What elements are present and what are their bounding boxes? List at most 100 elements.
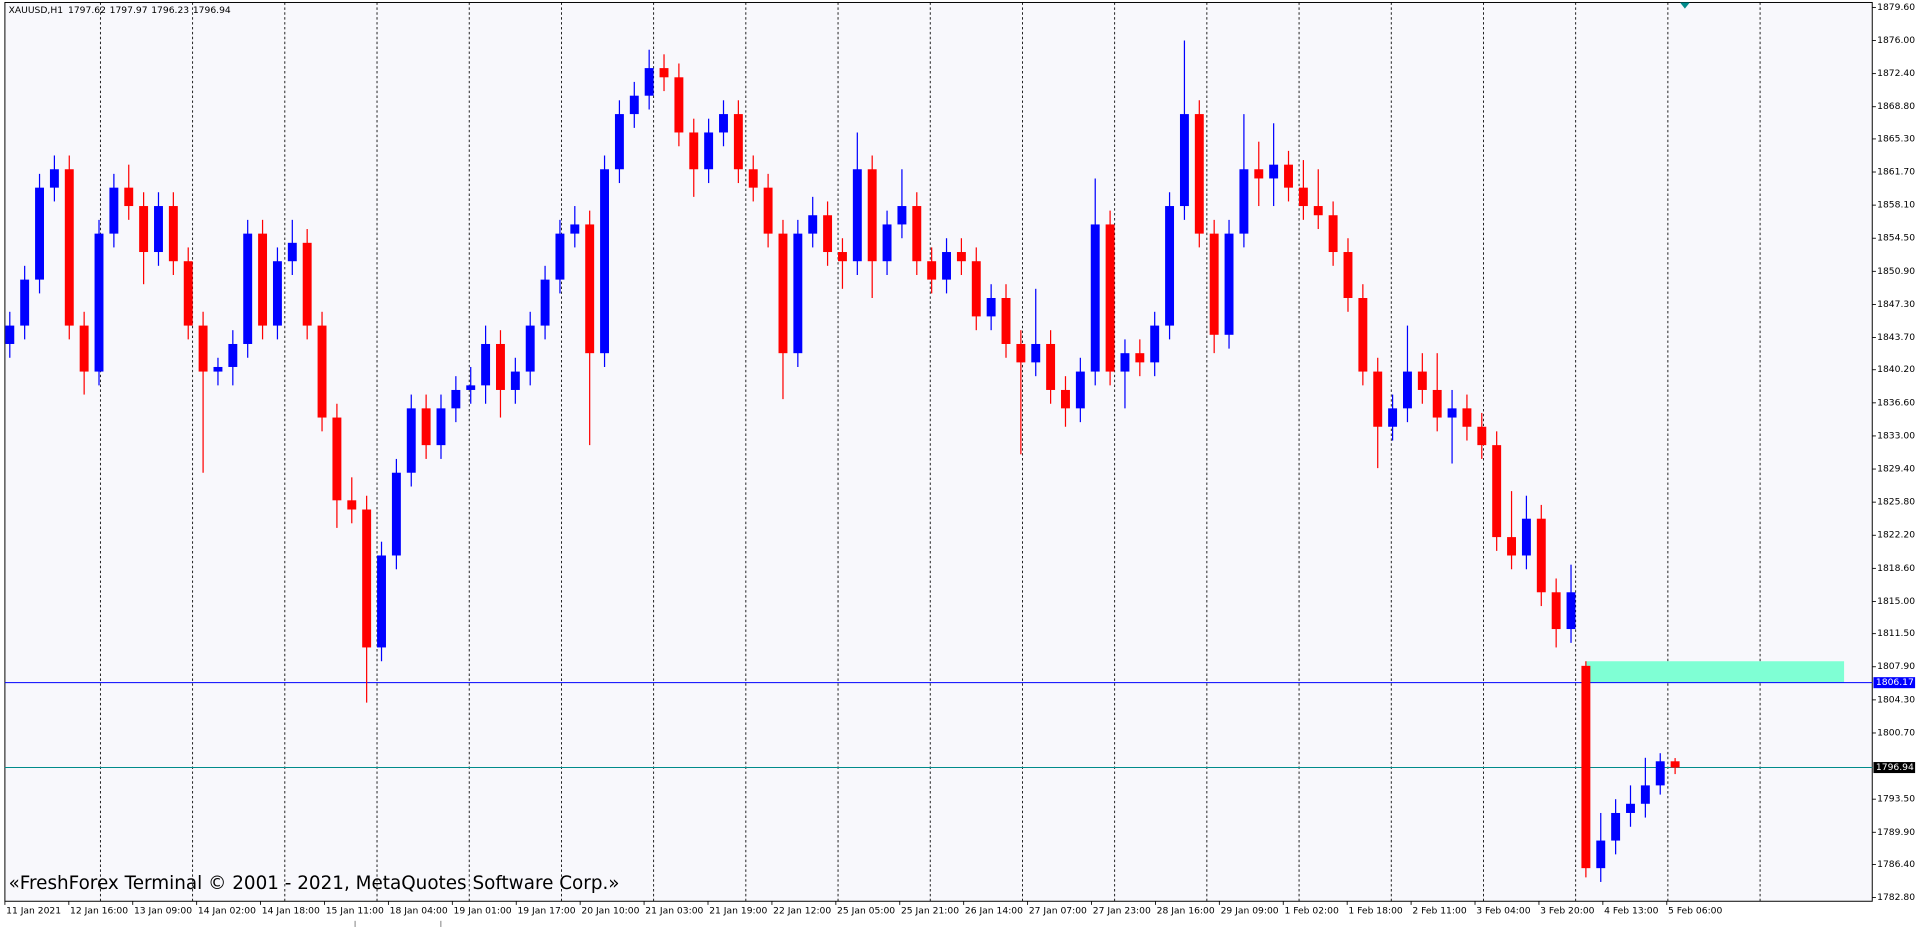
candle-body <box>1075 371 1085 409</box>
candle-body <box>124 187 134 207</box>
y-tick-label: 1786.40 <box>1877 859 1915 870</box>
candle-body <box>1447 408 1457 418</box>
y-tick-label: 1861.70 <box>1877 167 1915 178</box>
y-tick-label: 1854.50 <box>1877 233 1915 244</box>
x-tick-label: 3 Feb 04:00 <box>1476 906 1531 917</box>
header-high: 1797.97 <box>110 4 148 15</box>
candle-body <box>317 325 327 418</box>
candle-body <box>1388 408 1398 427</box>
candle-body <box>1492 445 1502 538</box>
candle-body <box>1031 343 1041 363</box>
y-tick-label: 1833.00 <box>1877 430 1915 441</box>
y-tick-label: 1804.30 <box>1877 694 1915 705</box>
y-tick-label: 1815.00 <box>1877 596 1915 607</box>
candle-body <box>614 114 624 170</box>
candle-body <box>1224 233 1234 335</box>
candle-body <box>763 187 773 234</box>
y-tick-label: 1858.10 <box>1877 200 1915 211</box>
candle-body <box>49 169 59 188</box>
candle-body <box>302 242 312 326</box>
candle-body <box>1551 592 1561 630</box>
y-tick-label: 1836.60 <box>1877 397 1915 408</box>
candle-body <box>347 500 357 510</box>
candle-body <box>1566 592 1576 630</box>
candle-body <box>406 408 416 473</box>
candle-body <box>1462 408 1472 427</box>
y-tick-label: 1876.00 <box>1877 35 1915 46</box>
candle-body <box>1239 169 1249 234</box>
current-label-bg <box>1873 762 1916 774</box>
candle-body <box>258 233 268 326</box>
candle-body <box>971 261 981 317</box>
x-tick-label: 25 Jan 21:00 <box>901 906 959 917</box>
candle-body <box>808 215 818 234</box>
candle-body <box>272 261 282 326</box>
candle-body <box>689 132 699 170</box>
x-tick-label: 13 Jan 09:00 <box>134 906 192 917</box>
y-tick-label: 1800.70 <box>1877 727 1915 738</box>
x-tick-label: 27 Jan 23:00 <box>1093 906 1151 917</box>
candle-body <box>198 325 208 372</box>
candle-body <box>823 215 833 253</box>
candle-body <box>1254 169 1264 179</box>
candle-body <box>1135 353 1145 363</box>
candle-body <box>1209 233 1219 335</box>
candle-body <box>1596 840 1606 869</box>
candle-body <box>94 233 104 372</box>
candle-body <box>451 389 461 409</box>
candle-body <box>1328 215 1338 253</box>
candle-body <box>629 95 639 115</box>
x-tick-label: 19 Jan 17:00 <box>517 906 575 917</box>
x-tick-label: 18 Jan 04:00 <box>390 906 448 917</box>
candle-body <box>585 224 595 354</box>
candle-body <box>1313 206 1323 216</box>
x-tick-label: 1 Feb 18:00 <box>1348 906 1403 917</box>
candle-body <box>600 169 610 354</box>
y-tick-label: 1879.60 <box>1877 2 1915 13</box>
plot-area <box>4 1 1873 902</box>
y-tick-label: 1793.50 <box>1877 794 1915 805</box>
candle-body <box>168 206 178 262</box>
candle-body <box>659 68 669 78</box>
candle-body <box>986 298 996 317</box>
x-tick-label: 22 Jan 12:00 <box>773 906 831 917</box>
x-tick-label: 1 Feb 02:00 <box>1284 906 1339 917</box>
candle-body <box>243 233 253 344</box>
candle-body <box>867 169 877 262</box>
candle-body <box>510 371 520 390</box>
candle-body <box>912 206 922 262</box>
candle-body <box>1626 803 1635 813</box>
candle-body <box>1105 224 1115 372</box>
candle-body <box>1179 114 1189 207</box>
current-label: 1796.94 <box>1876 762 1914 773</box>
candle-body <box>1581 665 1591 869</box>
candle-body <box>1298 187 1308 207</box>
candle-body <box>778 233 788 354</box>
candle-body <box>570 224 580 234</box>
candle-body <box>466 385 476 390</box>
candle-body <box>183 261 193 326</box>
y-tick-label: 1850.90 <box>1877 266 1915 277</box>
zone <box>1585 661 1845 683</box>
candle-body <box>20 279 30 326</box>
candle-body <box>1521 518 1531 556</box>
x-tick-label: 25 Jan 05:00 <box>837 906 895 917</box>
candle-body <box>377 555 386 648</box>
x-tick-label: 14 Jan 02:00 <box>198 906 256 917</box>
candle-body <box>154 206 163 253</box>
candle-body <box>287 242 297 262</box>
candle-body <box>481 343 491 386</box>
candle-body <box>942 252 951 280</box>
y-tick-label: 1825.80 <box>1877 497 1915 508</box>
y-tick-label: 1847.30 <box>1877 299 1915 310</box>
candle-body <box>793 233 803 354</box>
candle-body <box>362 509 372 648</box>
candle-body <box>436 408 446 446</box>
candle-body <box>1536 518 1546 593</box>
y-tick-label: 1829.40 <box>1877 464 1915 475</box>
candle-body <box>5 325 15 344</box>
candle-body <box>213 366 223 372</box>
x-tick-label: 26 Jan 14:00 <box>965 906 1023 917</box>
